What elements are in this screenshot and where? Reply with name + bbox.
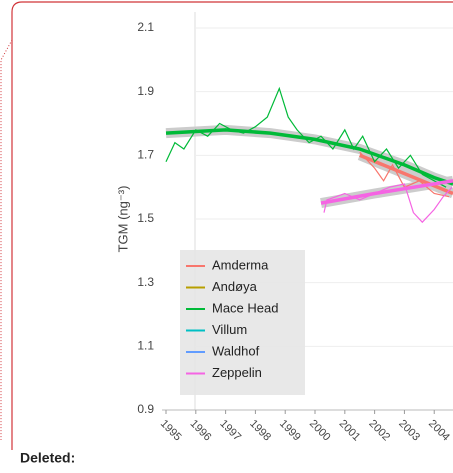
comment-connector xyxy=(0,39,13,440)
x-tick-label: 1995 xyxy=(158,418,184,444)
x-tick-label: 2004 xyxy=(426,418,452,444)
y-tick-label: 1.5 xyxy=(137,211,154,225)
y-tick-label: 1.3 xyxy=(137,275,154,289)
legend-label: Amderma xyxy=(212,257,269,272)
trend-line xyxy=(165,128,453,186)
series-line xyxy=(323,183,453,224)
legend-label: Mace Head xyxy=(212,300,278,315)
legend-label: Waldhof xyxy=(212,343,260,358)
x-tick-label: 1998 xyxy=(247,418,273,444)
legend-box xyxy=(180,250,305,395)
x-tick-label: 1996 xyxy=(188,418,214,444)
series-line xyxy=(359,151,450,198)
x-tick-label: 2001 xyxy=(337,418,363,444)
legend-label: Villum xyxy=(212,322,247,337)
y-tick-label: 1.1 xyxy=(137,339,154,353)
x-tick-label: 2003 xyxy=(396,418,422,444)
y-axis-label: TGM (ng⁻³) xyxy=(115,186,130,253)
y-tick-label: 0.9 xyxy=(137,402,154,416)
x-tick-label: 2000 xyxy=(307,418,333,444)
comment-frame xyxy=(11,1,453,450)
y-tick-label: 1.9 xyxy=(137,84,154,98)
x-tick-label: 1997 xyxy=(217,418,243,444)
y-tick-label: 2.1 xyxy=(137,20,154,34)
document-label: Deleted: xyxy=(20,450,75,466)
y-tick-label: 1.7 xyxy=(137,148,154,162)
trend-line xyxy=(320,179,453,205)
legend-label: Zeppelin xyxy=(212,365,262,380)
x-tick-label: 1999 xyxy=(277,418,303,444)
legend-label: Andøya xyxy=(212,279,258,294)
x-tick-label: 2002 xyxy=(366,418,392,444)
